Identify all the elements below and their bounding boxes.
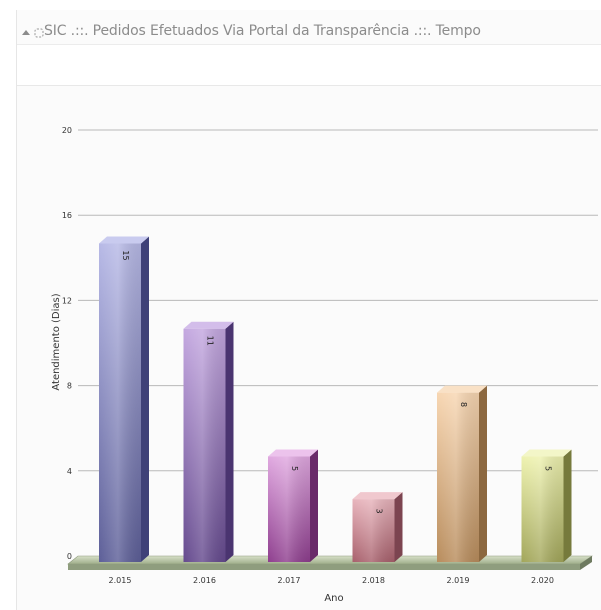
- bar-shine: [521, 456, 564, 562]
- y-axis-title: Atendimento (Dias): [51, 293, 62, 390]
- bar: 15: [99, 236, 149, 562]
- bar-top: [521, 449, 572, 457]
- bar-side: [394, 492, 403, 562]
- x-axis-ticks: 2.015 2.016 2.017 2.018 2.019 2.020: [109, 576, 554, 585]
- bar: 3: [352, 492, 403, 562]
- x-tick-label: 2.020: [531, 576, 554, 585]
- bar-shine: [99, 243, 141, 562]
- collapse-arrow-icon[interactable]: [19, 26, 33, 40]
- bar-shine: [183, 328, 226, 562]
- bar-shine: [268, 456, 310, 562]
- bars: 15 11 5 3 8 5: [99, 236, 572, 562]
- bar-top: [183, 321, 234, 329]
- floor-front: [68, 564, 580, 570]
- bar-top: [268, 449, 318, 457]
- panel-title: SIC .::. Pedidos Efetuados Via Portal da…: [44, 23, 481, 39]
- panel-header: SIC .::. Pedidos Efetuados Via Portal da…: [17, 22, 601, 44]
- bar-top: [437, 385, 487, 393]
- chart-floor: [67, 555, 593, 570]
- bar-value-label: 15: [121, 250, 130, 260]
- bar-shine: [352, 499, 395, 562]
- bar-side: [141, 236, 149, 562]
- floor-side: [580, 556, 592, 570]
- x-tick-label: 2.015: [109, 576, 132, 585]
- x-tick-label: 2.018: [362, 576, 385, 585]
- grip-icon[interactable]: [34, 26, 44, 40]
- bar-top: [352, 492, 403, 500]
- bar-side: [225, 321, 234, 562]
- y-tick-label: 0: [67, 552, 72, 561]
- bar-value-label: 8: [459, 402, 468, 407]
- y-tick-label: 20: [62, 126, 72, 135]
- bar-top: [99, 236, 149, 244]
- bar-value-label: 3: [375, 509, 384, 514]
- bar-side: [479, 385, 487, 562]
- y-tick-label: 8: [67, 382, 72, 391]
- bar: 8: [437, 385, 487, 562]
- y-tick-label: 4: [67, 467, 72, 476]
- x-tick-label: 2.019: [447, 576, 470, 585]
- bar: 5: [521, 449, 572, 562]
- bar: 11: [183, 321, 234, 562]
- floor-top: [67, 555, 593, 565]
- bar-value-label: 5: [544, 466, 553, 471]
- y-tick-label: 16: [62, 211, 72, 220]
- x-axis-title: Ano: [324, 593, 343, 604]
- bar: 5: [268, 449, 318, 562]
- bar-side: [310, 449, 318, 562]
- y-axis-ticks: 0 4 8 12 16 20: [62, 126, 72, 561]
- bar-side: [563, 449, 572, 562]
- bar-value-label: 11: [206, 336, 215, 346]
- bar-shine: [437, 392, 479, 562]
- x-tick-label: 2.017: [278, 576, 301, 585]
- gridlines: [78, 129, 598, 472]
- panel-toolbar-area: [17, 44, 601, 86]
- bar-value-label: 5: [290, 466, 299, 471]
- x-tick-label: 2.016: [193, 576, 216, 585]
- y-tick-label: 12: [62, 296, 72, 305]
